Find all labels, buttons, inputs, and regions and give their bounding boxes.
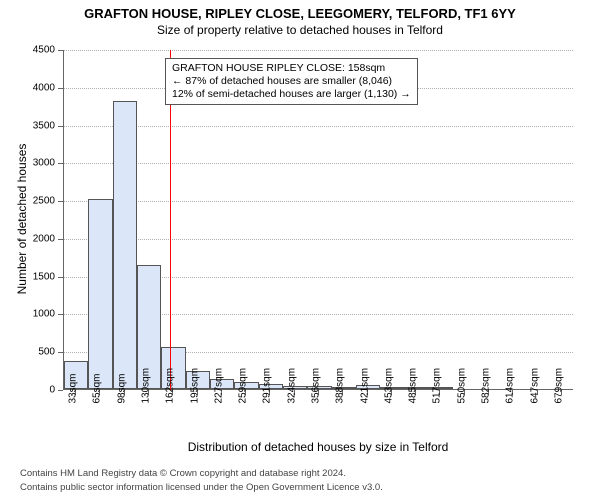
y-tick — [58, 277, 63, 278]
y-tick — [58, 163, 63, 164]
gridline — [64, 163, 573, 164]
y-tick-label: 3500 — [0, 120, 55, 131]
footer-line-1: Contains HM Land Registry data © Crown c… — [20, 468, 346, 479]
y-tick-label: 2000 — [0, 233, 55, 244]
footer-line-2: Contains public sector information licen… — [20, 482, 383, 493]
gridline — [64, 201, 573, 202]
y-tick — [58, 201, 63, 202]
y-tick-label: 2500 — [0, 196, 55, 207]
y-tick-label: 1000 — [0, 309, 55, 320]
chart-title: GRAFTON HOUSE, RIPLEY CLOSE, LEEGOMERY, … — [0, 0, 600, 21]
y-tick — [58, 50, 63, 51]
legend-line: 12% of semi-detached houses are larger (… — [172, 88, 411, 101]
legend-line: GRAFTON HOUSE RIPLEY CLOSE: 158sqm — [172, 62, 411, 75]
legend-box: GRAFTON HOUSE RIPLEY CLOSE: 158sqm← 87% … — [165, 58, 418, 105]
chart-subtitle: Size of property relative to detached ho… — [0, 21, 600, 37]
gridline — [64, 50, 573, 51]
x-axis-label: Distribution of detached houses by size … — [63, 440, 573, 454]
histogram-chart: GRAFTON HOUSE, RIPLEY CLOSE, LEEGOMERY, … — [0, 0, 600, 500]
histogram-bar — [88, 199, 112, 389]
gridline — [64, 126, 573, 127]
y-tick-label: 0 — [0, 385, 55, 396]
y-tick — [58, 390, 63, 391]
y-tick — [58, 352, 63, 353]
y-tick — [58, 239, 63, 240]
legend-line: ← 87% of detached houses are smaller (8,… — [172, 75, 411, 88]
y-tick-label: 3000 — [0, 158, 55, 169]
y-tick — [58, 314, 63, 315]
histogram-bar — [113, 101, 137, 389]
y-tick-label: 500 — [0, 347, 55, 358]
y-tick — [58, 126, 63, 127]
y-tick-label: 4500 — [0, 45, 55, 56]
y-tick-label: 1500 — [0, 271, 55, 282]
y-tick-label: 4000 — [0, 82, 55, 93]
gridline — [64, 239, 573, 240]
y-tick — [58, 88, 63, 89]
